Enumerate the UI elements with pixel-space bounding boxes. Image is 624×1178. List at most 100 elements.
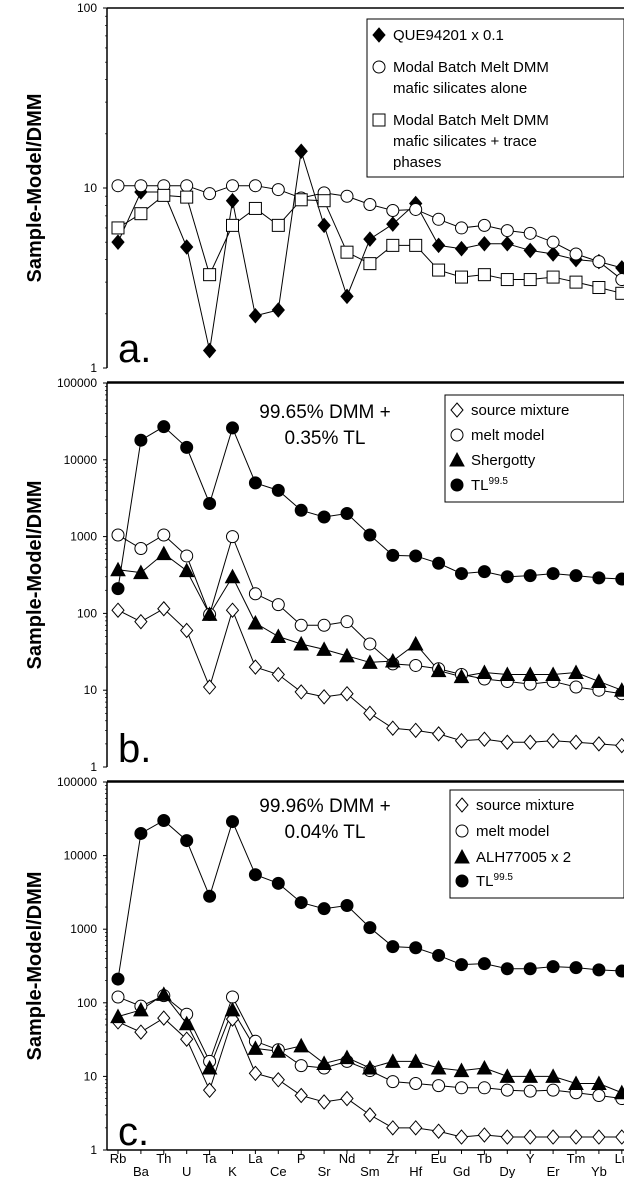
legend-marker (454, 848, 470, 864)
data-point-melt-model (386, 1075, 400, 1089)
data-point-modal-batch-melt-dmm-mafic-silicates-trace-phases (248, 201, 262, 215)
data-point-que94201-x-0-1 (340, 288, 354, 305)
legend-marker (372, 60, 386, 74)
y-tick-label: 100 (77, 1, 97, 15)
data-point-melt-model (409, 658, 423, 672)
panel-label: a. (118, 327, 151, 371)
data-point-melt-model (294, 1059, 308, 1073)
panel-c: 1 10 100 1000 10000 100000 Sample-Model/DMM 99.… (24, 775, 624, 1157)
data-point-alh77005-x-2 (293, 1037, 310, 1053)
data-point-source-mixture (431, 726, 446, 742)
legend-box (449, 789, 624, 899)
data-point-alh77005-x-2 (133, 1001, 149, 1017)
data-point-modal-batch-melt-dmm-mafic-silicates-alone (500, 224, 514, 238)
data-point-source-mixture (454, 732, 469, 749)
data-point-shergotty (476, 664, 493, 680)
data-point-source-mixture (409, 722, 423, 739)
x-tick-label: Sr (318, 1164, 332, 1178)
data-point-modal-batch-melt-dmm-mafic-silicates-alone (340, 189, 354, 203)
data-point-source-mixture (134, 613, 148, 630)
x-tick-label: Er (547, 1164, 561, 1178)
legend-label: Modal Batch Melt DMM (393, 112, 549, 129)
y-axis-title: Sample-Model/DMM (24, 872, 46, 1061)
series-line-source-mixture (117, 608, 622, 747)
x-tick-label: K (228, 1164, 237, 1178)
data-point-tl (340, 898, 354, 912)
data-point-melt-model (569, 680, 583, 694)
y-tick-label: 1000 (70, 922, 97, 936)
data-point-modal-batch-melt-dmm-mafic-silicates-alone (363, 197, 377, 211)
data-point-modal-batch-melt-dmm-mafic-silicates-trace-phases (592, 281, 606, 295)
y-tick-label: 10 (84, 181, 98, 195)
data-point-tl (546, 567, 560, 581)
series-line-que94201-x-0-1 (117, 151, 622, 351)
data-point-shergotty (384, 652, 401, 668)
data-point-tl (386, 940, 400, 954)
data-point-tl (271, 876, 285, 890)
data-point-tl (111, 972, 125, 986)
data-point-alh77005-x-2 (224, 1001, 241, 1017)
x-axis-element-labels: Rb Th Ta La P Nd Zr Eu Tb Y Tm Lu Ba U K Ce Sr Sm Hf Gd Dy Er… (110, 1151, 624, 1178)
y-tick-label: 10000 (64, 849, 98, 863)
data-point-tl (477, 957, 491, 971)
data-point-tl (592, 571, 606, 585)
data-point-shergotty (247, 614, 264, 630)
data-point-shergotty (224, 568, 241, 584)
data-point-source-mixture (546, 1129, 560, 1145)
legend-marker (455, 797, 469, 813)
data-point-tl (455, 567, 468, 581)
data-point-que94201-x-0-1 (294, 143, 308, 160)
legend-label: Modal Batch Melt DMM (393, 59, 549, 76)
data-point-tl (226, 815, 239, 829)
data-point-modal-batch-melt-dmm-mafic-silicates-trace-phases (203, 268, 217, 282)
data-point-modal-batch-melt-dmm-mafic-silicates-alone (248, 179, 262, 193)
y-tick-label: 1000 (70, 530, 97, 544)
data-point-source-mixture (157, 600, 171, 617)
data-point-modal-batch-melt-dmm-mafic-silicates-trace-phases (363, 257, 377, 271)
y-tick-label: 1 (90, 760, 97, 774)
legend-label: mafic silicates alone (393, 80, 527, 97)
data-point-shergotty (430, 662, 447, 678)
data-point-alh77005-x-2 (384, 1053, 401, 1068)
data-point-source-mixture (386, 1120, 400, 1136)
data-point-alh77005-x-2 (476, 1059, 493, 1075)
data-point-tl (111, 582, 125, 596)
x-tick-label: Ta (203, 1151, 218, 1166)
data-point-shergotty (522, 666, 539, 682)
data-point-source-mixture (340, 1090, 354, 1107)
x-tick-label: Ba (133, 1164, 150, 1178)
data-point-modal-batch-melt-dmm-mafic-silicates-trace-phases (546, 270, 560, 284)
data-point-melt-model (546, 1083, 560, 1097)
data-point-tl (157, 420, 171, 434)
data-point-source-mixture (317, 689, 331, 705)
data-point-tl (546, 960, 560, 974)
data-point-que94201-x-0-1 (271, 302, 285, 318)
data-point-que94201-x-0-1 (111, 234, 125, 250)
data-point-modal-batch-melt-dmm-mafic-silicates-trace-phases (317, 194, 331, 208)
data-point-source-mixture (592, 1129, 606, 1145)
data-point-modal-batch-melt-dmm-mafic-silicates-trace-phases (271, 218, 285, 232)
legend-label: melt model (476, 823, 549, 840)
data-point-source-mixture (615, 737, 624, 754)
data-point-melt-model (363, 637, 377, 651)
data-point-melt-model (294, 618, 308, 632)
data-point-que94201-x-0-1 (615, 260, 624, 276)
data-point-que94201-x-0-1 (317, 217, 331, 234)
data-point-modal-batch-melt-dmm-mafic-silicates-alone (477, 218, 491, 232)
data-point-source-mixture (477, 1127, 492, 1143)
data-point-melt-model (432, 1079, 446, 1093)
data-point-tl (615, 572, 624, 586)
data-point-modal-batch-melt-dmm-mafic-silicates-trace-phases (294, 193, 308, 207)
y-tick-label: 10 (84, 1069, 98, 1083)
legend-label: phases (393, 154, 441, 171)
data-point-shergotty (293, 635, 310, 651)
data-point-source-mixture (363, 1107, 377, 1123)
y-tick-label: 100000 (57, 376, 97, 390)
mixture-annotation: 99.65% DMM + (259, 402, 390, 423)
data-point-modal-batch-melt-dmm-mafic-silicates-alone (271, 183, 285, 197)
data-point-source-mixture (134, 1024, 148, 1040)
y-axis-title: Sample-Model/DMM (24, 481, 46, 670)
data-point-que94201-x-0-1 (523, 242, 537, 259)
data-point-melt-model (157, 528, 171, 542)
data-point-tl (523, 569, 537, 583)
